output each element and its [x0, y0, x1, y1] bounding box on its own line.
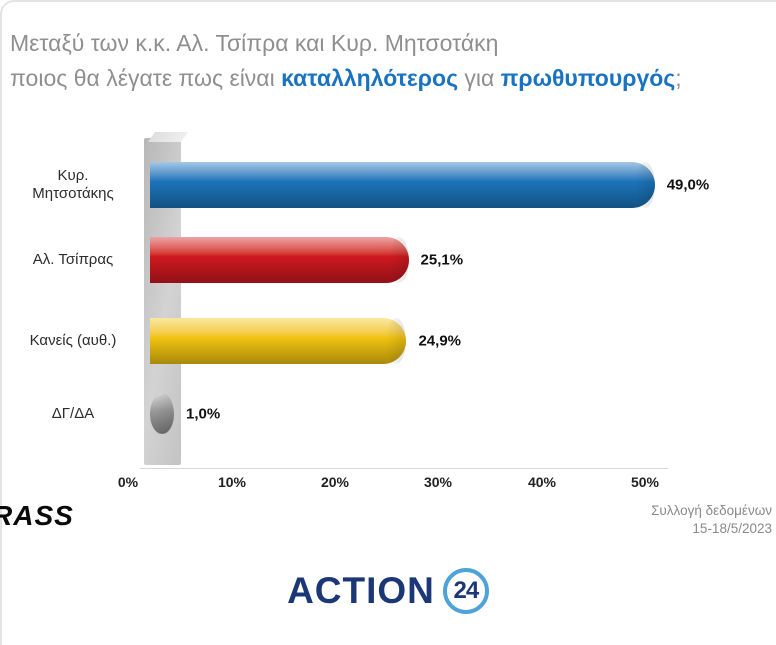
rass-logo: RASS [0, 500, 74, 531]
highlight-katallilotero: καταλληλότερος [281, 65, 459, 91]
x-tick-50: 50% [630, 474, 660, 490]
poll-question-title: Μεταξύ των κ.κ. Αλ. Τσίπρα και Κυρ. Μητσ… [10, 26, 750, 96]
poll-bar-chart: Κυρ. Μητσοτάκης 49,0% Αλ. Τσίπρας 25,1% … [0, 132, 776, 492]
highlight-prothypourgos: πρωθυπουργός [500, 65, 676, 91]
action24-wordmark: ACTION [287, 570, 435, 611]
value-label-mitsotakis: 49,0% [666, 176, 710, 194]
note-line-1: Συλλογή δεδομένων [651, 503, 772, 518]
value-label-kaneis: 24,9% [418, 332, 462, 350]
action24-logo: ACTION 24 [0, 568, 776, 614]
category-label-dgda: ΔΓ/ΔΑ [51, 405, 95, 422]
value-label-dgda: 1,0% [186, 405, 221, 423]
x-axis-line [140, 468, 668, 469]
x-tick-30: 30% [423, 474, 453, 490]
data-collection-note: Συλλογή δεδομένων 15-18/5/2023 [651, 502, 772, 538]
bar-row-kaneis: Κανείς (αυθ.) 24,9% [0, 318, 776, 364]
value-label-tsipras: 25,1% [420, 251, 464, 269]
x-tick-40: 40% [527, 474, 557, 490]
action24-circle-icon: 24 [442, 568, 489, 614]
bar-row-mitsotakis: Κυρ. Μητσοτάκης 49,0% [0, 162, 776, 208]
category-label-kaneis: Κανείς (αυθ.) [29, 332, 117, 349]
x-tick-20: 20% [320, 474, 350, 490]
x-tick-0: 0% [117, 474, 139, 490]
x-tick-10: 10% [217, 474, 247, 490]
bar-kaneis [150, 318, 407, 364]
bar-mitsotakis [150, 162, 655, 208]
bar-row-dgda: ΔΓ/ΔΑ 1,0% [0, 394, 776, 434]
note-line-2: 15-18/5/2023 [692, 521, 772, 536]
bar-row-tsipras: Αλ. Τσίπρας 25,1% [0, 237, 776, 283]
category-label-mitsotakis: Κυρ. Μητσοτάκης [32, 167, 114, 202]
title-line-1: Μεταξύ των κ.κ. Αλ. Τσίπρα και Κυρ. Μητσ… [10, 30, 499, 56]
bar-dgda [150, 394, 174, 434]
title-line-2: ποιος θα λέγατε πως είναι καταλληλότερος… [10, 65, 682, 91]
category-label-tsipras: Αλ. Τσίπρας [32, 251, 114, 268]
bar-tsipras [150, 237, 409, 283]
action24-number: 24 [453, 577, 480, 604]
